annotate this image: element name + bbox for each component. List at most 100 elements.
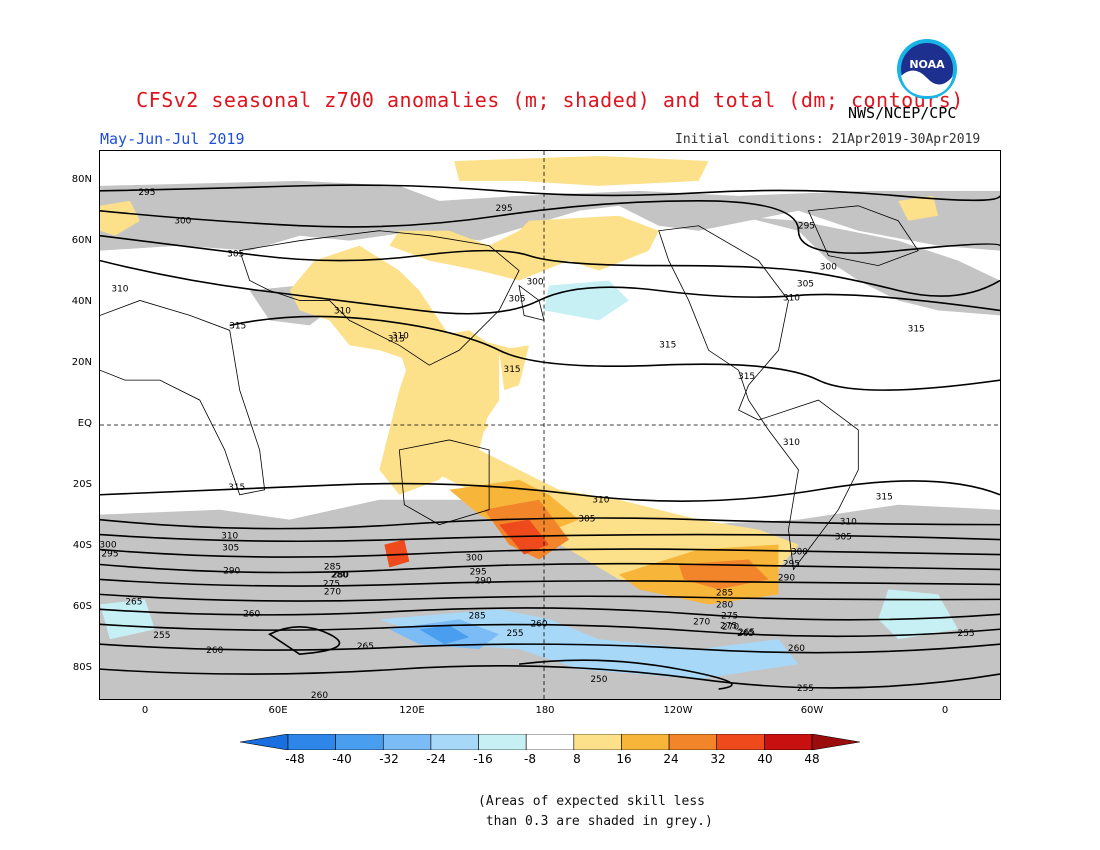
contour-label: 255 — [153, 631, 170, 641]
positive-anomaly-shading — [100, 155, 939, 605]
contour-label: 265 — [737, 629, 754, 639]
contour-label: 300 — [466, 554, 483, 564]
anomaly-map: 295 300 305 310 315 310 315 295 300 305 … — [99, 150, 1001, 700]
colorbar-label: 16 — [616, 752, 632, 766]
colorbar-swatch — [573, 734, 622, 750]
colorbar-swatch — [287, 734, 336, 750]
contour-label: 310 — [392, 331, 409, 341]
height-contours — [100, 184, 1000, 690]
lat-label: 40N — [71, 296, 92, 307]
noaa-logo-text: NOAA — [909, 58, 945, 71]
contour-label: 305 — [797, 280, 814, 290]
contour-label: 295 — [101, 550, 118, 560]
contour-label: 290 — [223, 566, 240, 576]
colorbar-label: 32 — [710, 752, 726, 766]
lat-label: 40S — [72, 540, 92, 551]
colorbar-swatch — [240, 734, 289, 750]
noaa-logo: NOAA — [897, 39, 957, 99]
lon-label: 180 — [535, 705, 555, 716]
contour-label: 305 — [227, 250, 244, 260]
contour-label: 260 — [311, 691, 328, 700]
contour-label: 295 — [783, 559, 800, 569]
initial-conditions-label: Initial conditions: 21Apr2019-30Apr2019 — [675, 132, 981, 147]
lon-label: 0 — [141, 705, 149, 716]
contour-label: 300 — [526, 278, 543, 288]
colorbar-label: -16 — [473, 752, 493, 766]
contour-label: 310 — [783, 438, 800, 448]
contour-label: 310 — [221, 532, 238, 542]
contour-label: 260 — [243, 609, 260, 619]
contour-label: 280 — [331, 570, 348, 580]
contour-label: 315 — [504, 365, 521, 375]
contour-label: 260 — [206, 646, 223, 656]
colorbar-swatch — [811, 734, 860, 750]
skill-note: (Areas of expected skill less than 0.3 a… — [478, 794, 713, 829]
contour-label: 285 — [716, 588, 733, 598]
lon-label: 120E — [399, 705, 425, 716]
contour-label: 275 — [721, 611, 738, 621]
contour-label: 280 — [332, 570, 349, 580]
colorbar-label: -40 — [332, 752, 352, 766]
colorbar-swatch — [430, 734, 479, 750]
contour-label: 310 — [783, 293, 800, 303]
contour-label: 315 — [738, 372, 755, 382]
contour-label: 250 — [590, 675, 607, 685]
contour-label: 315 — [388, 334, 405, 344]
contour-label: 285 — [324, 562, 341, 572]
contour-label: 265 — [125, 597, 142, 607]
contour-label: 315 — [228, 483, 245, 493]
contour-label: 290 — [778, 573, 795, 583]
contour-label: 315 — [229, 321, 246, 331]
colorbar-label: 24 — [663, 752, 679, 766]
lat-label: 80S — [72, 662, 92, 673]
contour-label: 260 — [530, 619, 547, 629]
contour-label: 305 — [222, 544, 239, 554]
agency-label: NWS/NCEP/CPC — [848, 104, 957, 122]
contour-label: 265 — [357, 642, 374, 652]
contour-label: 300 — [820, 263, 837, 273]
contour-label: 270 — [722, 622, 739, 632]
colorbar-label: 48 — [804, 752, 820, 766]
contour-label: 295 — [470, 567, 487, 577]
lat-label: 80N — [71, 174, 92, 185]
contour-label: 300 — [174, 217, 191, 227]
colorbar-label: 40 — [757, 752, 773, 766]
contour-label: 295 — [138, 188, 155, 198]
contour-label: 310 — [334, 306, 351, 316]
lon-label: 120W — [663, 705, 693, 716]
lat-label: 60N — [71, 235, 92, 246]
contour-label: 305 — [509, 294, 526, 304]
contour-label: 305 — [835, 533, 852, 543]
contour-label: 255 — [507, 629, 524, 639]
colorbar-label: 8 — [573, 752, 581, 766]
map-title: CFSv2 seasonal z700 anomalies (m; shaded… — [136, 88, 964, 112]
colorbar-label: -32 — [379, 752, 399, 766]
lat-label: 20N — [71, 357, 92, 368]
contour-label: 315 — [659, 340, 676, 350]
colorbar-label: -8 — [524, 752, 536, 766]
contour-label: 270 — [324, 587, 341, 597]
colorbar-swatch — [335, 734, 384, 750]
contour-label: 310 — [840, 518, 857, 528]
colorbar-swatch — [621, 734, 670, 750]
colorbar-label: -24 — [426, 752, 446, 766]
season-label: May-Jun-Jul 2019 — [100, 130, 245, 148]
contour-label: 265 — [738, 628, 755, 638]
contour-label: 290 — [475, 576, 492, 586]
contour-label: 280 — [716, 600, 733, 610]
lat-label: 20S — [72, 479, 92, 490]
colorbar-swatch — [382, 734, 432, 750]
lon-label: 0 — [941, 705, 949, 716]
contour-label: 300 — [791, 548, 808, 558]
colorbar-swatch — [478, 734, 527, 750]
contour-label: 285 — [469, 611, 486, 621]
lat-label: EQ — [77, 418, 92, 429]
contour-label: 315 — [876, 493, 893, 503]
contour-label: 255 — [797, 684, 814, 694]
colorbar — [240, 734, 860, 750]
contour-label: 255 — [958, 629, 975, 639]
contour-label: 300 — [99, 541, 116, 551]
contour-label: 295 — [798, 222, 815, 232]
colorbar-label: -48 — [285, 752, 305, 766]
colorbar-swatch — [764, 734, 813, 750]
